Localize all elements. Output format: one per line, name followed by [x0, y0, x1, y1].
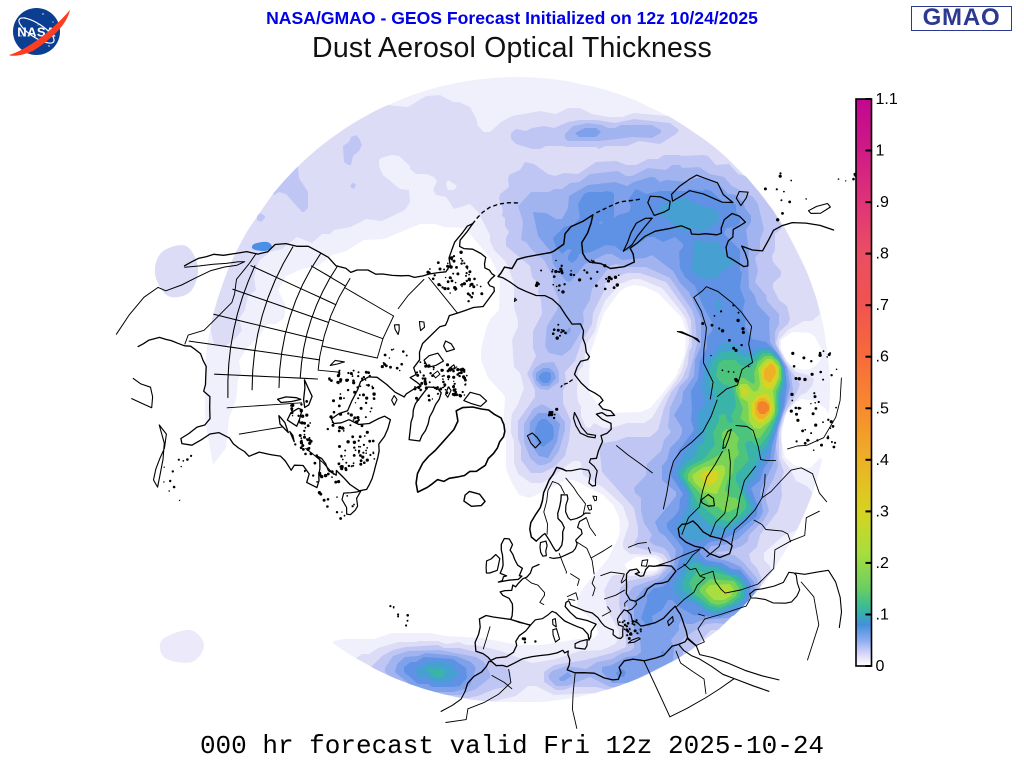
svg-text:.3: .3	[876, 503, 889, 520]
svg-text:.2: .2	[876, 555, 889, 572]
svg-text:1: 1	[876, 143, 885, 160]
svg-text:0: 0	[876, 658, 885, 675]
svg-text:.4: .4	[876, 452, 889, 469]
svg-text:.5: .5	[876, 400, 889, 417]
svg-text:1.1: 1.1	[876, 91, 898, 108]
svg-text:.9: .9	[876, 194, 889, 211]
svg-text:.7: .7	[876, 297, 889, 314]
svg-text:.6: .6	[876, 349, 889, 366]
svg-text:.8: .8	[876, 246, 889, 263]
svg-text:.1: .1	[876, 607, 889, 624]
